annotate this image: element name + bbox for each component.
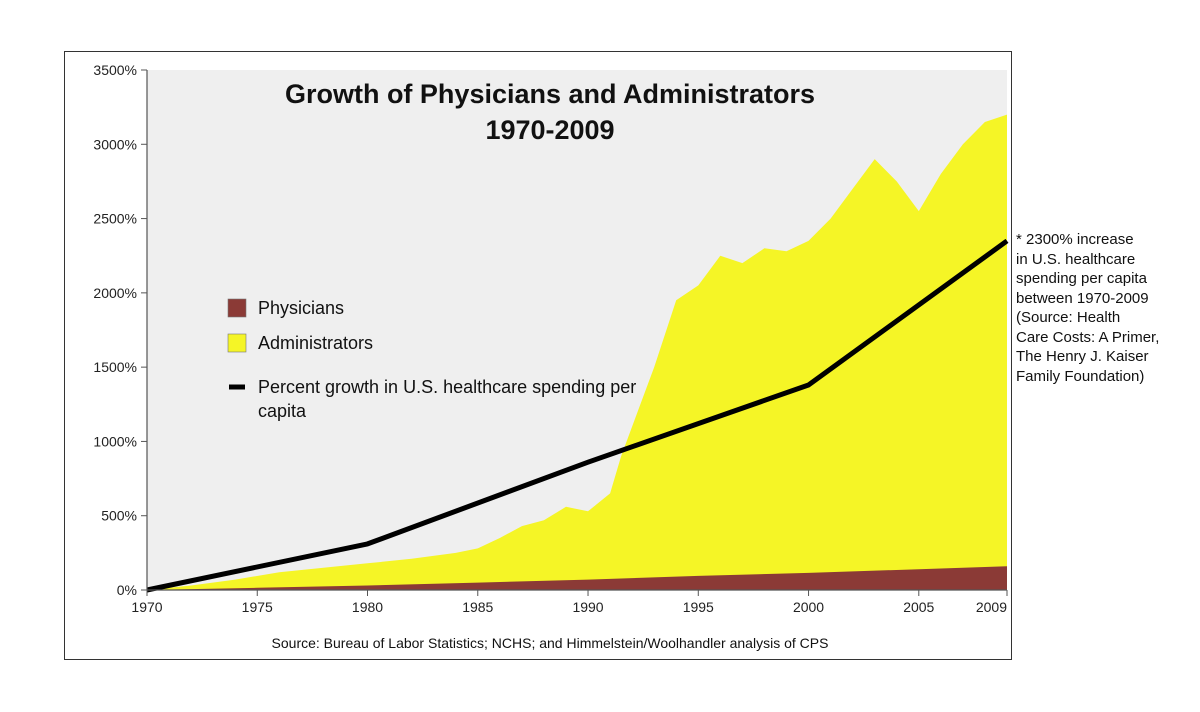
y-tick-label: 2500% (93, 211, 137, 227)
y-tick-label: 1500% (93, 359, 137, 375)
x-tick-label: 2009 (976, 599, 1007, 615)
area-physicians (147, 566, 1007, 590)
axis-layer: 0% 500% 1000% 1500% 2000% 2500% 3000% 3500% 1970… (93, 62, 1008, 615)
x-tick-label: 1995 (683, 599, 714, 615)
chart-source: Source: Bureau of Labor Statistics; NCHS… (272, 635, 829, 651)
legend-label-line: Percent growth in U.S. healthcare spendi… (258, 377, 636, 397)
y-tick-label: 1000% (93, 433, 137, 449)
y-tick-label: 0% (117, 582, 137, 598)
chart-title: Growth of Physicians and Administrators (285, 79, 815, 109)
x-tick-label: 2005 (903, 599, 934, 615)
chart-frame: 0% 500% 1000% 1500% 2000% 2500% 3000% 3500% 1970… (64, 51, 1012, 660)
series-layer (146, 114, 1009, 593)
spending-annotation: * 2300% increase in U.S. healthcare spen… (1016, 231, 1160, 385)
line-percent-growth-in-u-s-healthcare-spending-per-capita (146, 238, 1009, 593)
x-tick-label: 2000 (793, 599, 824, 615)
x-tick-label: 1970 (131, 599, 162, 615)
chart-svg: 0% 500% 1000% 1500% 2000% 2500% 3000% 3500% 1970… (93, 62, 1009, 651)
y-tick-label: 3500% (93, 62, 137, 78)
y-tick-label: 2000% (93, 285, 137, 301)
x-tick-label: 1975 (242, 599, 273, 615)
legend-label-spending-growth: Percent growth in U.S. healthcare spendi… (258, 377, 636, 421)
x-tick-label: 1980 (352, 599, 383, 615)
legend-label-administrators: Administrators (258, 333, 373, 353)
legend-swatch-physicians (227, 298, 247, 318)
legend-swatch-administrators (227, 333, 247, 353)
x-tick-label: 1990 (572, 599, 603, 615)
x-tick-label: 1985 (462, 599, 493, 615)
text-layer: Growth of Physicians and Administrators 1… (272, 79, 829, 651)
y-tick-label: 500% (101, 508, 137, 524)
legend-label-line: capita (258, 401, 307, 421)
legend-label-physicians: Physicians (258, 298, 344, 318)
chart-subtitle: 1970-2009 (485, 115, 614, 145)
legend: Physicians Administrators Percent growth i… (227, 298, 636, 421)
area-administrators (147, 114, 1007, 590)
y-tick-label: 3000% (93, 136, 137, 152)
